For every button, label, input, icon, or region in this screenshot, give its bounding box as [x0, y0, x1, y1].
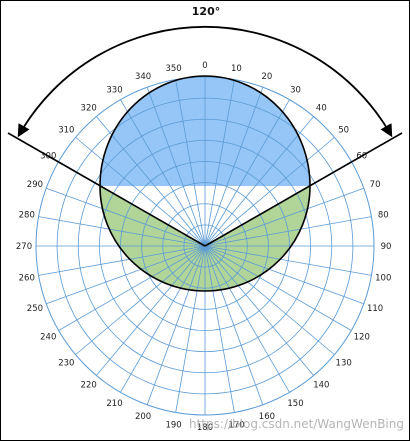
angle-tick-label: 10	[231, 64, 242, 74]
grid-spoke	[204, 245, 335, 355]
grid-spoke	[204, 245, 290, 393]
angle-tick-label: 70	[370, 180, 381, 190]
angle-tick-label: 110	[367, 304, 383, 314]
angle-tick-label: 250	[27, 304, 43, 314]
angle-tick-label: 260	[19, 273, 35, 283]
angle-tick-label: 200	[135, 412, 151, 422]
grid-spoke	[204, 137, 335, 247]
grid-spoke	[204, 245, 372, 276]
grid-spoke	[204, 245, 352, 331]
grid-spoke	[146, 245, 206, 405]
grid-spoke	[204, 187, 364, 247]
beam-edge-left	[7, 132, 206, 247]
grid-spoke	[58, 245, 206, 331]
grid-spoke	[204, 87, 264, 247]
angle-tick-label: 280	[19, 211, 35, 221]
polar-grid	[35, 76, 375, 416]
angle-tick-label: 40	[316, 103, 327, 113]
grid-spoke	[204, 245, 314, 376]
grid-spoke	[75, 137, 206, 247]
grid-spoke	[38, 216, 206, 247]
angle-tick-label: 310	[58, 126, 74, 136]
grid-spoke	[96, 116, 206, 247]
grid-spoke	[204, 245, 264, 405]
grid-spoke	[96, 245, 206, 376]
angle-tick-label: 100	[375, 273, 391, 283]
angle-tick-label: 120	[354, 333, 370, 343]
angle-tick-label: 230	[58, 358, 74, 368]
angle-tick-label: 20	[261, 72, 272, 82]
angle-tick-label: 170	[228, 420, 244, 430]
angle-tick-label: 90	[381, 242, 392, 252]
angle-tick-label: 80	[378, 211, 389, 221]
angle-tick-label: 180	[197, 423, 213, 433]
grid-spoke	[120, 245, 206, 393]
grid-spoke	[204, 116, 314, 247]
angle-tick-label: 140	[313, 381, 329, 391]
grid-spoke	[175, 245, 206, 413]
angle-tick-label: 130	[336, 358, 352, 368]
angle-tick-label: 240	[40, 333, 56, 343]
beam-edge-right	[204, 132, 403, 247]
watermark: https://blog.csdn.net/WangWenBing	[189, 417, 404, 431]
grid-spoke	[38, 245, 206, 276]
angle-tick-label: 150	[287, 399, 303, 409]
angle-tick-label: 30	[290, 85, 301, 95]
angle-tick-label: 320	[81, 103, 97, 113]
angle-tick-label: 190	[165, 420, 181, 430]
grid-spoke	[46, 245, 206, 305]
angle-tick-label: 210	[106, 399, 122, 409]
beam-angle-label: 120°	[192, 5, 220, 18]
grid-spoke	[204, 245, 364, 305]
angle-tick-label: 220	[81, 381, 97, 391]
beam-angle-arrow	[17, 26, 393, 138]
angle-tick-label: 50	[338, 126, 349, 136]
grid-spoke	[146, 87, 206, 247]
angle-tick-label: 160	[259, 412, 275, 422]
angle-tick-label: 350	[165, 64, 181, 74]
angle-tick-label: 330	[106, 85, 122, 95]
grid-spoke	[46, 187, 206, 247]
grid-spoke	[204, 216, 372, 247]
grid-spoke	[75, 245, 206, 355]
angle-tick-label: 270	[16, 242, 32, 252]
angle-tick-labels: 0102030405060708090100110120130140150160…	[16, 61, 392, 433]
angle-tick-label: 290	[27, 180, 43, 190]
angle-tick-label: 340	[135, 72, 151, 82]
grid-spoke	[175, 79, 206, 247]
grid-spoke	[204, 245, 235, 413]
angle-tick-label: 0	[202, 61, 207, 71]
lower-beam-outline	[99, 185, 311, 292]
grid-spoke	[204, 79, 235, 247]
